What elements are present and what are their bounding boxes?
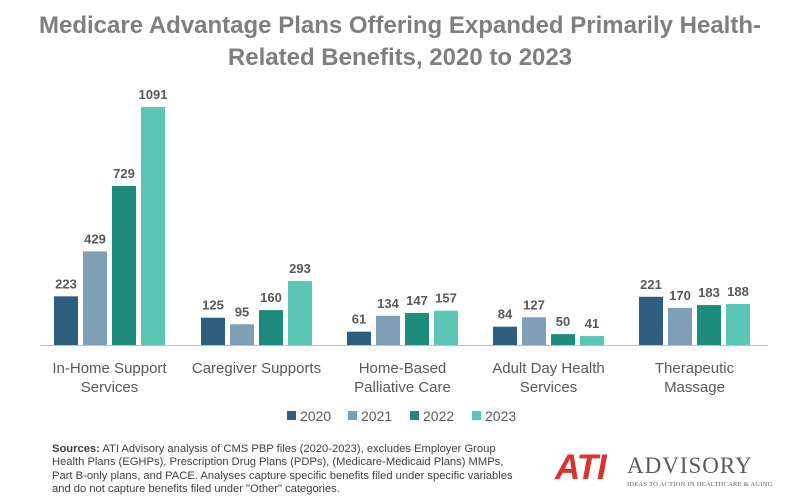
value-label-2-2022: 147 — [406, 293, 428, 308]
bar-4-2021 — [668, 307, 692, 345]
value-label-0-2022: 729 — [113, 166, 135, 181]
value-label-3-2023: 41 — [585, 316, 599, 331]
bar-2-2022 — [405, 312, 429, 345]
bar-3-2020 — [493, 326, 517, 345]
chart-title-line-1: Medicare Advantage Plans Offering Expand… — [39, 12, 761, 39]
chart-title-line-2: Related Benefits, 2020 to 2023 — [227, 44, 573, 71]
category-label-0-line-1: Services — [81, 379, 139, 396]
value-label-4-2020: 221 — [640, 277, 662, 292]
category-label-0-line-0: In-Home Support — [52, 360, 167, 377]
bar-2-2023 — [434, 310, 458, 345]
value-label-2-2021: 134 — [377, 296, 399, 311]
category-label-4-line-1: Massage — [664, 379, 725, 396]
category-label-1-line-0: Caregiver Supports — [192, 360, 321, 377]
bar-3-2023 — [580, 336, 604, 345]
value-label-2-2023: 157 — [435, 291, 457, 306]
value-label-1-2021: 95 — [235, 304, 249, 319]
value-label-0-2020: 223 — [55, 276, 77, 291]
bar-0-2021 — [83, 251, 107, 345]
ati-advisory-logo: ATI ADVISORY IDEAS TO ACTION IN HEALTHCA… — [555, 448, 772, 496]
value-label-3-2021: 127 — [523, 297, 545, 312]
bar-2-2021 — [376, 315, 400, 345]
bar-4-2022 — [697, 305, 721, 345]
value-label-1-2023: 293 — [289, 261, 311, 276]
logo-brand: ATI — [555, 448, 607, 487]
value-labels-group: 223 429 729 1091 125 95 160 293 61 134 147 157 84 127… — [55, 87, 749, 331]
bar-0-2023 — [141, 106, 165, 345]
bar-4-2023 — [726, 303, 750, 345]
chart-title: Medicare Advantage Plans Offering Expand… — [0, 10, 800, 74]
legend-label-2023: 2023 — [485, 408, 516, 424]
sources-label: Sources: — [52, 443, 100, 455]
value-label-3-2020: 84 — [498, 307, 513, 322]
category-labels-group: In-Home Support Services Caregiver Support… — [52, 360, 734, 396]
category-label-2-line-1: Palliative Care — [354, 379, 451, 396]
bar-0-2020 — [54, 296, 78, 345]
value-label-0-2023: 1091 — [139, 87, 168, 102]
bar-1-2020 — [201, 317, 225, 345]
bar-3-2022 — [551, 334, 575, 345]
value-label-4-2022: 183 — [698, 285, 720, 300]
value-label-1-2022: 160 — [260, 290, 282, 305]
value-label-4-2023: 188 — [727, 284, 749, 299]
logo-name: ADVISORY — [627, 453, 753, 478]
value-label-3-2022: 50 — [556, 314, 570, 329]
legend-swatch-2020 — [287, 411, 296, 420]
category-label-2-line-0: Home-Based — [359, 360, 447, 377]
bar-4-2020 — [639, 296, 663, 345]
category-label-4-line-0: Therapeutic — [655, 360, 735, 377]
value-label-1-2020: 125 — [202, 298, 224, 313]
bars-group — [54, 106, 750, 345]
legend-swatch-2022 — [410, 411, 419, 420]
bar-1-2023 — [288, 281, 312, 345]
legend-label-2021: 2021 — [361, 408, 392, 424]
legend-label-2022: 2022 — [423, 408, 454, 424]
legend: 2020 2021 2022 2023 — [287, 408, 516, 424]
legend-swatch-2023 — [472, 411, 481, 420]
bar-3-2021 — [522, 317, 546, 345]
bar-1-2021 — [230, 324, 254, 345]
value-label-4-2021: 170 — [669, 288, 691, 303]
legend-swatch-2021 — [348, 411, 357, 420]
sources-note: Sources: ATI Advisory analysis of CMS PB… — [52, 443, 522, 496]
category-label-3-line-0: Adult Day Health — [492, 360, 605, 377]
bar-1-2022 — [259, 310, 283, 345]
value-label-2-2020: 61 — [352, 312, 366, 327]
sources-text: ATI Advisory analysis of CMS PBP files (… — [52, 443, 513, 495]
logo-tagline: IDEAS TO ACTION IN HEALTHCARE & AGING — [627, 481, 773, 488]
category-label-3-line-1: Services — [520, 379, 578, 396]
bar-2-2020 — [347, 331, 371, 345]
value-label-0-2021: 429 — [84, 231, 106, 246]
bar-0-2022 — [112, 185, 136, 345]
legend-label-2020: 2020 — [300, 408, 331, 424]
